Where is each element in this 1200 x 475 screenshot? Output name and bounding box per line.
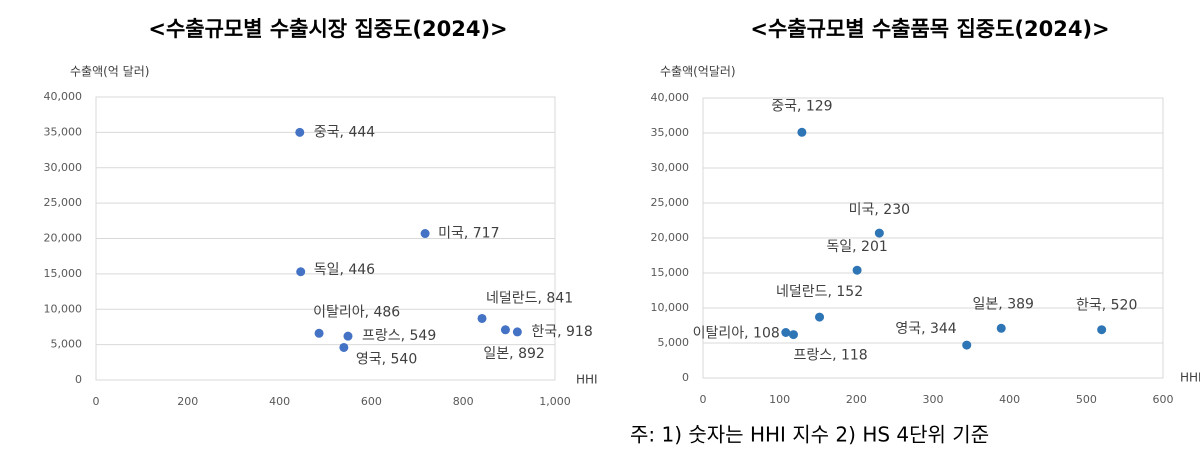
x-tick-label: 200 (177, 395, 198, 408)
y-tick-label: 40,000 (44, 90, 83, 103)
data-label: 미국, 230 (849, 202, 910, 218)
y-tick-label: 5,000 (658, 336, 690, 349)
point (797, 127, 807, 137)
point (343, 331, 353, 341)
data-label: 한국, 520 (1076, 298, 1137, 314)
y-tick-label: 5,000 (51, 338, 83, 351)
chart-title: <수출규모별 수출시장 집중도(2024)> (148, 17, 507, 41)
point (339, 342, 349, 352)
y-tick-label: 0 (75, 373, 82, 386)
point (512, 327, 522, 337)
y-tick-label: 25,000 (651, 196, 690, 209)
data-label: 중국, 129 (771, 98, 832, 114)
point (815, 312, 825, 322)
data-label: 일본, 892 (483, 346, 544, 362)
point (874, 228, 884, 238)
x-tick-label: 0 (700, 393, 707, 406)
data-label: 네덜란드, 841 (486, 290, 573, 306)
data-label: 이탈리아, 108 (693, 326, 780, 342)
point (852, 265, 862, 275)
point (296, 267, 306, 277)
x-tick-label: 500 (1076, 393, 1097, 406)
y-tick-label: 35,000 (44, 125, 83, 138)
x-axis-label: HHI (1180, 371, 1200, 385)
y-axis-label: 수출액(억 달러) (70, 65, 149, 79)
data-label: 일본, 389 (973, 296, 1034, 312)
point (996, 323, 1006, 333)
point (788, 330, 798, 340)
data-label: 한국, 918 (531, 324, 592, 340)
point (962, 340, 972, 350)
y-tick-label: 30,000 (44, 161, 83, 174)
y-tick-label: 25,000 (44, 196, 83, 209)
point (420, 229, 430, 239)
data-label: 이탈리아, 486 (313, 304, 400, 320)
y-tick-label: 35,000 (651, 126, 690, 139)
x-tick-label: 1,000 (539, 395, 571, 408)
x-tick-label: 800 (453, 395, 474, 408)
data-label: 영국, 540 (356, 351, 417, 367)
data-label: 독일, 446 (314, 262, 375, 278)
y-tick-label: 20,000 (44, 232, 83, 245)
x-tick-label: 600 (361, 395, 382, 408)
data-label: 중국, 444 (314, 124, 375, 140)
point (1097, 325, 1107, 335)
x-tick-label: 0 (93, 395, 100, 408)
x-tick-label: 400 (269, 395, 290, 408)
y-tick-label: 30,000 (651, 161, 690, 174)
point (500, 325, 510, 335)
point (477, 313, 487, 323)
x-axis-label: HHI (576, 373, 598, 387)
x-tick-label: 600 (1153, 393, 1174, 406)
y-tick-label: 15,000 (651, 266, 690, 279)
point (314, 328, 324, 338)
y-tick-label: 0 (682, 371, 689, 384)
y-tick-label: 20,000 (651, 231, 690, 244)
data-label: 프랑스, 118 (793, 348, 867, 364)
chart-title: <수출규모별 수출품목 집중도(2024)> (750, 17, 1109, 41)
x-tick-label: 400 (999, 393, 1020, 406)
y-tick-label: 10,000 (44, 302, 83, 315)
data-label: 미국, 717 (438, 226, 499, 242)
y-tick-label: 15,000 (44, 267, 83, 280)
footnote: 주: 1) 숫자는 HHI 지수 2) HS 4단위 기준 (630, 423, 989, 447)
point (781, 328, 791, 337)
point (295, 127, 305, 137)
data-label: 네덜란드, 152 (776, 284, 863, 300)
y-tick-label: 10,000 (651, 301, 690, 314)
data-label: 독일, 201 (826, 239, 887, 255)
data-label: 영국, 344 (895, 321, 956, 337)
y-axis-label: 수출액(억달러) (660, 65, 736, 79)
data-label: 프랑스, 549 (362, 328, 436, 344)
x-tick-label: 200 (846, 393, 867, 406)
x-tick-label: 100 (769, 393, 790, 406)
y-tick-label: 40,000 (651, 91, 690, 104)
x-tick-label: 300 (923, 393, 944, 406)
